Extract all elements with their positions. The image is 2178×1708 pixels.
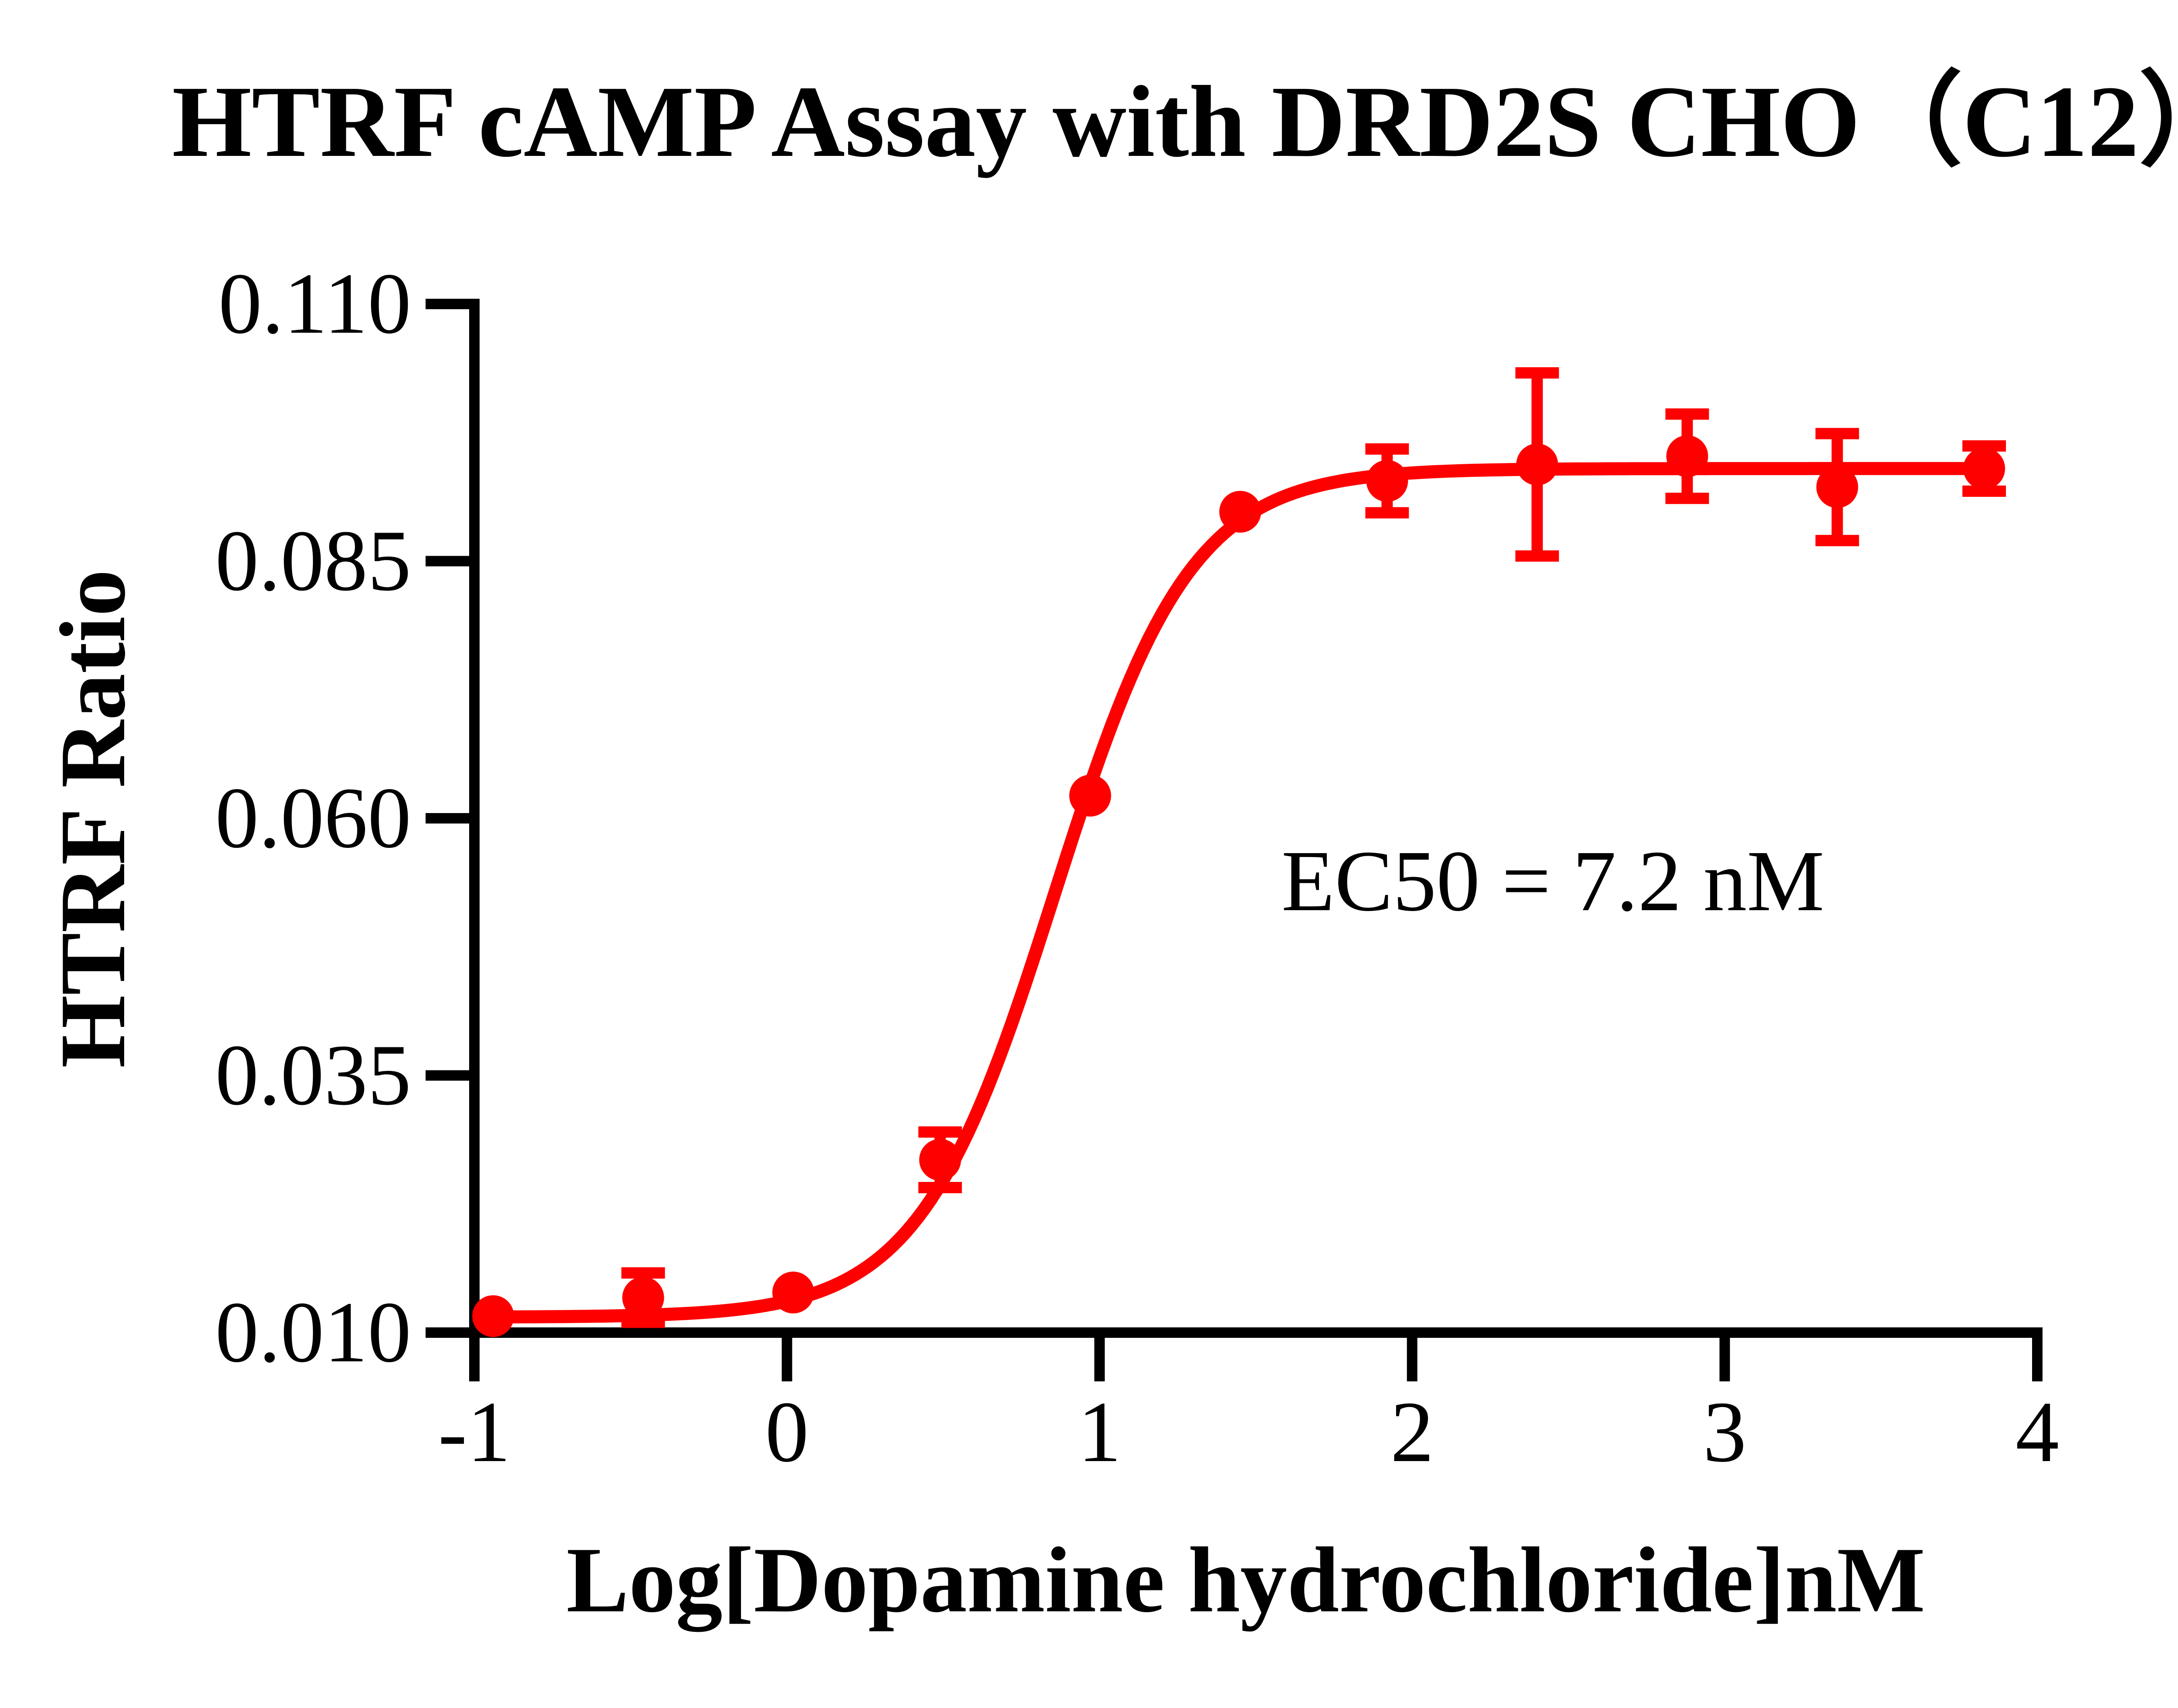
x-tick-label: 3 (1703, 1384, 1746, 1480)
ec50-annotation: EC50 = 7.2 nM (1282, 833, 1824, 929)
x-tick-label: 2 (1390, 1384, 1434, 1480)
data-point (1219, 491, 1261, 533)
data-point (919, 1139, 961, 1181)
y-tick-label: 0.110 (218, 256, 411, 352)
data-point (622, 1276, 664, 1319)
y-tick-label: 0.035 (215, 1027, 411, 1124)
data-point (1816, 466, 1858, 508)
x-axis-title: Log[Dopamine hydrochloride]nM (566, 1528, 1925, 1632)
data-point (1516, 443, 1558, 486)
series-layer (472, 367, 2006, 1337)
x-tick-label: 0 (765, 1384, 809, 1480)
x-tick-label: 4 (2016, 1384, 2059, 1480)
y-axis-title: HTRF Ratio (41, 570, 145, 1068)
x-tick-label: 1 (1078, 1384, 1121, 1480)
data-point (472, 1295, 514, 1337)
chart-title: HTRF cAMP Assay with DRD2S CHO（C12） (172, 65, 2178, 178)
axes-layer: 0.010 0.035 0.060 0.085 0.110 -1 0 1 2 3 4 (215, 256, 2059, 1480)
data-point (772, 1271, 814, 1313)
data-point (1366, 460, 1408, 502)
y-tick-label: 0.060 (215, 770, 411, 866)
y-tick-label: 0.010 (215, 1284, 411, 1381)
data-point (1963, 447, 2005, 489)
y-tick-label: 0.085 (215, 513, 411, 609)
x-tick-label: -1 (438, 1384, 511, 1480)
data-point (1666, 435, 1708, 477)
data-point (1069, 775, 1111, 817)
